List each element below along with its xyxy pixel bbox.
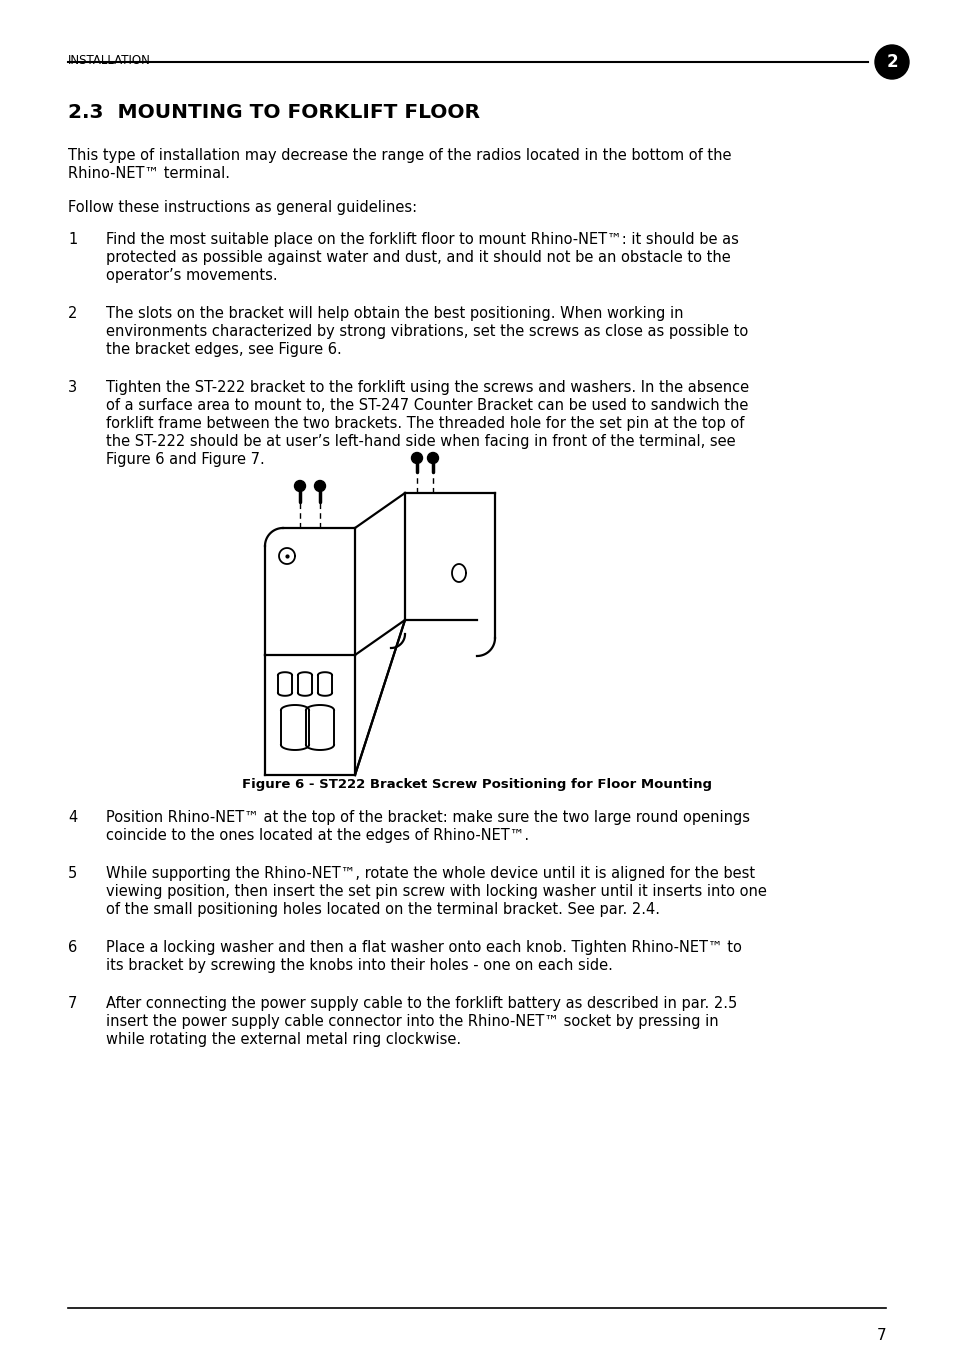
Text: 2.3  MOUNTING TO FORKLIFT FLOOR: 2.3 MOUNTING TO FORKLIFT FLOOR <box>68 103 479 122</box>
Text: 2: 2 <box>885 53 897 72</box>
Text: viewing position, then insert the set pin screw with locking washer until it ins: viewing position, then insert the set pi… <box>106 884 766 898</box>
Text: 4: 4 <box>68 811 77 825</box>
Circle shape <box>314 481 325 492</box>
Text: 5: 5 <box>68 866 77 881</box>
Text: Position Rhino-NET™ at the top of the bracket: make sure the two large round ope: Position Rhino-NET™ at the top of the br… <box>106 811 749 825</box>
Text: forklift frame between the two brackets. The threaded hole for the set pin at th: forklift frame between the two brackets.… <box>106 416 743 431</box>
Circle shape <box>427 453 438 463</box>
Circle shape <box>411 453 422 463</box>
Text: 3: 3 <box>68 380 77 394</box>
Text: 2: 2 <box>68 305 77 322</box>
Text: Place a locking washer and then a flat washer onto each knob. Tighten Rhino-NET™: Place a locking washer and then a flat w… <box>106 940 741 955</box>
Text: After connecting the power supply cable to the forklift battery as described in : After connecting the power supply cable … <box>106 996 737 1011</box>
Text: This type of installation may decrease the range of the radios located in the bo: This type of installation may decrease t… <box>68 149 731 163</box>
Text: of the small positioning holes located on the terminal bracket. See par. 2.4.: of the small positioning holes located o… <box>106 902 659 917</box>
Text: 7: 7 <box>68 996 77 1011</box>
Text: insert the power supply cable connector into the Rhino-NET™ socket by pressing i: insert the power supply cable connector … <box>106 1015 718 1029</box>
Text: its bracket by screwing the knobs into their holes - one on each side.: its bracket by screwing the knobs into t… <box>106 958 612 973</box>
Text: The slots on the bracket will help obtain the best positioning. When working in: The slots on the bracket will help obtai… <box>106 305 682 322</box>
Text: 1: 1 <box>68 232 77 247</box>
Text: Rhino-NET™ terminal.: Rhino-NET™ terminal. <box>68 166 230 181</box>
Text: While supporting the Rhino-NET™, rotate the whole device until it is aligned for: While supporting the Rhino-NET™, rotate … <box>106 866 755 881</box>
Text: INSTALLATION: INSTALLATION <box>68 54 151 68</box>
Text: protected as possible against water and dust, and it should not be an obstacle t: protected as possible against water and … <box>106 250 730 265</box>
Text: Figure 6 and Figure 7.: Figure 6 and Figure 7. <box>106 453 265 467</box>
Text: Find the most suitable place on the forklift floor to mount Rhino-NET™: it shoul: Find the most suitable place on the fork… <box>106 232 739 247</box>
Circle shape <box>294 481 305 492</box>
Text: operator’s movements.: operator’s movements. <box>106 267 277 282</box>
Text: 6: 6 <box>68 940 77 955</box>
Text: Tighten the ST-222 bracket to the forklift using the screws and washers. In the : Tighten the ST-222 bracket to the forkli… <box>106 380 748 394</box>
Text: the bracket edges, see Figure 6.: the bracket edges, see Figure 6. <box>106 342 341 357</box>
Text: Figure 6 - ST222 Bracket Screw Positioning for Floor Mounting: Figure 6 - ST222 Bracket Screw Positioni… <box>242 778 711 790</box>
Text: the ST-222 should be at user’s left-hand side when facing in front of the termin: the ST-222 should be at user’s left-hand… <box>106 434 735 449</box>
Text: Follow these instructions as general guidelines:: Follow these instructions as general gui… <box>68 200 416 215</box>
Circle shape <box>874 45 908 78</box>
Text: environments characterized by strong vibrations, set the screws as close as poss: environments characterized by strong vib… <box>106 324 747 339</box>
Text: 7: 7 <box>876 1328 885 1343</box>
Text: while rotating the external metal ring clockwise.: while rotating the external metal ring c… <box>106 1032 460 1047</box>
Text: of a surface area to mount to, the ST-247 Counter Bracket can be used to sandwic: of a surface area to mount to, the ST-24… <box>106 399 747 413</box>
Text: coincide to the ones located at the edges of Rhino-NET™.: coincide to the ones located at the edge… <box>106 828 529 843</box>
